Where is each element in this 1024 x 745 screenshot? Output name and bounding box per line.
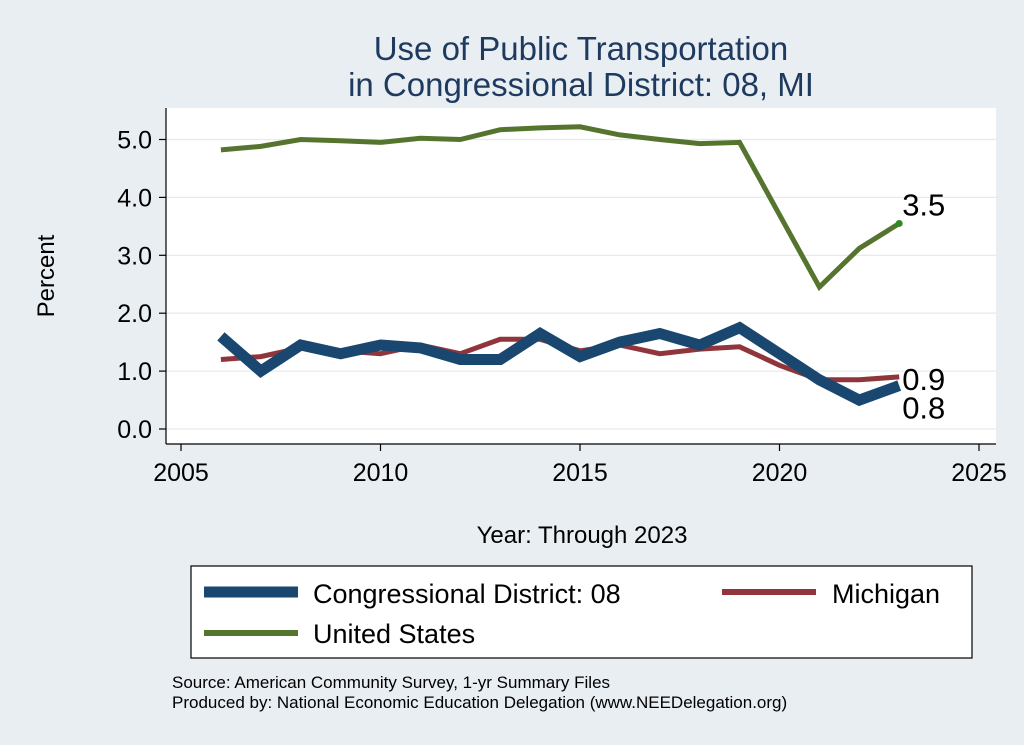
- x-tick-label: 2020: [752, 459, 808, 487]
- data-label-end: 0.8: [902, 391, 945, 426]
- series-line-united-states: [220, 124, 901, 292]
- y-tick-label: 0.0: [117, 416, 152, 444]
- series-lines: [217, 124, 902, 407]
- source-note: Source: American Community Survey, 1-yr …: [172, 673, 610, 692]
- producer-note: Produced by: National Economic Education…: [172, 693, 787, 712]
- y-tick-label: 4.0: [117, 184, 152, 212]
- chart-title-line2: in Congressional District: 08, MI: [348, 66, 814, 103]
- y-tick-label: 2.0: [117, 300, 152, 328]
- x-tick-label: 2025: [951, 459, 1007, 487]
- series-end-marker: [895, 219, 903, 227]
- x-tick-label: 2015: [552, 459, 608, 487]
- legend-label-district: Congressional District: 08: [313, 579, 621, 609]
- plot-area: [166, 108, 996, 444]
- axes: [159, 108, 996, 451]
- legend-box: [190, 565, 973, 659]
- legend-label-us: United States: [313, 619, 475, 649]
- x-tick-label: 2010: [353, 459, 409, 487]
- data-label-end: 0.9: [902, 362, 945, 397]
- gridlines: [166, 138, 996, 430]
- y-tick-labels: 0.0 1.0 2.0 3.0 4.0 5.0: [117, 127, 152, 445]
- x-axis-label: Year: Through 2023: [477, 522, 688, 549]
- data-label-end: 3.5: [902, 187, 945, 222]
- x-tick-label: 2005: [153, 459, 209, 487]
- legend: Congressional District: 08 Michigan Unit…: [190, 565, 973, 659]
- y-axis-label: Percent: [33, 234, 60, 317]
- legend-label-michigan: Michigan: [832, 579, 940, 609]
- series-line-congressional-district-08: [217, 321, 902, 407]
- x-tick-labels: 2005 2010 2015 2020 2025: [153, 459, 1007, 487]
- end-labels: 0.80.9 3.5: [895, 187, 945, 426]
- y-tick-label: 5.0: [117, 127, 152, 155]
- chart-title-line1: Use of Public Transportation: [374, 30, 789, 67]
- y-tick-label: 3.0: [117, 242, 152, 270]
- y-tick-label: 1.0: [117, 358, 152, 386]
